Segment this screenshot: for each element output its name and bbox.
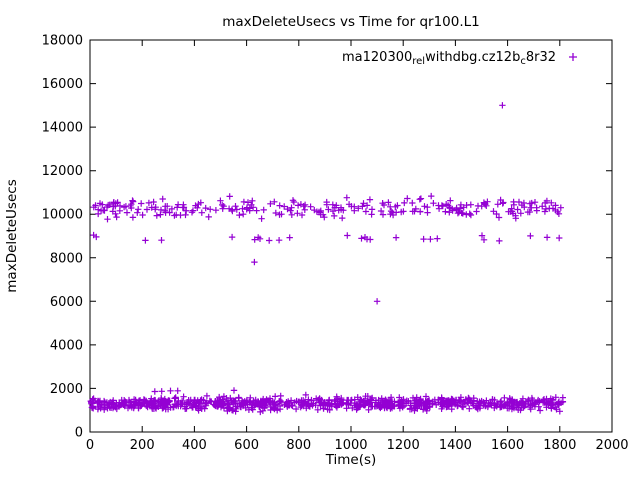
x-tick-label: 1400 — [439, 438, 472, 453]
legend: ma120300relwithdbg.cz12bc8r32 — [342, 50, 577, 67]
x-tick-label: 200 — [130, 438, 155, 453]
x-tick-label: 1200 — [387, 438, 420, 453]
y-tick-label: 12000 — [42, 164, 83, 179]
y-axis-label: maxDeleteUsecs — [4, 179, 20, 292]
y-tick-label: 2000 — [50, 382, 83, 397]
y-tick-label: 6000 — [50, 295, 83, 310]
y-tick-label: 16000 — [42, 77, 83, 92]
x-tick-label: 800 — [286, 438, 311, 453]
y-tick-label: 14000 — [42, 121, 83, 136]
x-tick-label: 1600 — [491, 438, 524, 453]
x-tick-label: 1800 — [543, 438, 576, 453]
x-tick-label: 600 — [234, 438, 259, 453]
chart-title: maxDeleteUsecs vs Time for qr100.L1 — [222, 14, 480, 30]
x-tick-label: 400 — [182, 438, 207, 453]
legend-marker-icon — [569, 53, 577, 61]
y-tick-label: 10000 — [42, 208, 83, 223]
axes — [89, 39, 613, 433]
legend-label: ma120300relwithdbg.cz12bc8r32 — [342, 50, 556, 67]
y-tick-label: 18000 — [42, 34, 83, 49]
x-axis-label: Time(s) — [325, 452, 377, 468]
x-tick-label: 0 — [86, 438, 94, 453]
x-tick-label: 2000 — [595, 438, 628, 453]
y-tick-label: 8000 — [50, 251, 83, 266]
tick-labels: 0 200 400 600 800 1000 1200 1400 1600 1800 2000 0 20… — [42, 34, 629, 454]
scatter-series — [87, 102, 567, 416]
x-tick-label: 1000 — [334, 438, 367, 453]
y-tick-label: 4000 — [50, 338, 83, 353]
y-tick-label: 0 — [75, 426, 83, 441]
data-points — [87, 102, 567, 416]
